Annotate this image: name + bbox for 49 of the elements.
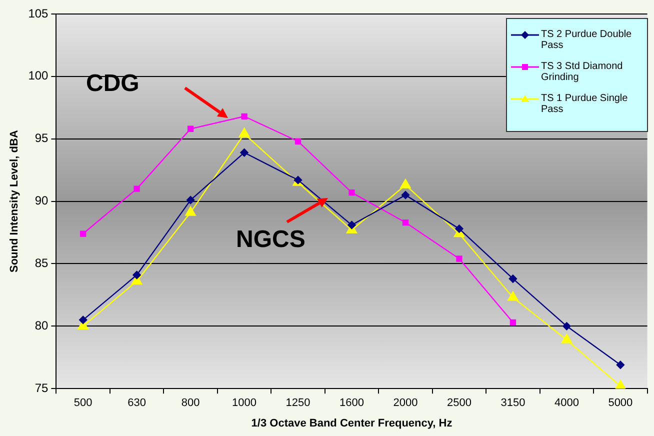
- y-tick-label: 90: [34, 194, 49, 208]
- point: [240, 148, 248, 157]
- x-tick-label: 500: [74, 397, 92, 410]
- x-tick-label: 800: [181, 397, 200, 410]
- x-tick-label: 1600: [340, 397, 364, 410]
- x-tick-label: 5000: [608, 397, 633, 410]
- y-tick-label: 105: [28, 6, 49, 20]
- point: [455, 224, 464, 233]
- y-tick-label: 95: [34, 131, 49, 146]
- x-tick-label: 1000: [232, 397, 257, 410]
- point: [616, 360, 625, 369]
- point: [402, 219, 409, 226]
- point: [401, 190, 410, 200]
- point: [241, 113, 248, 120]
- x-tick-label: 3150: [500, 397, 526, 410]
- x-tick-label: 2500: [446, 397, 472, 410]
- annotation: NGCS: [236, 226, 306, 254]
- point: [348, 189, 355, 196]
- point: [238, 128, 250, 138]
- point: [562, 322, 571, 330]
- point: [615, 380, 626, 389]
- point: [561, 334, 572, 344]
- point: [78, 316, 88, 324]
- x-tick-label: 4000: [554, 397, 579, 410]
- point: [400, 178, 411, 188]
- point: [80, 230, 86, 237]
- point: [187, 126, 194, 132]
- x-tick-label: 2000: [393, 397, 418, 410]
- y-axis-title: Sound Intensity Level, dBA: [8, 130, 21, 273]
- y-tick-label: 75: [34, 380, 49, 395]
- x-axis-title: 1/3 Octave Band Center Frequency, Hz: [251, 417, 453, 430]
- point: [508, 274, 518, 283]
- point: [185, 206, 196, 216]
- x-tick-label: 1250: [286, 397, 310, 410]
- point: [134, 186, 140, 192]
- y-tick-label: 80: [34, 318, 49, 332]
- y-tick-label: 85: [34, 256, 49, 270]
- point: [348, 220, 356, 230]
- point: [132, 270, 141, 280]
- point: [508, 291, 518, 301]
- x-tick-label: 630: [128, 397, 146, 410]
- legend-label: TS 2 Purdue Double Pass: [541, 29, 633, 51]
- point: [186, 196, 195, 204]
- legend-label: TS 3 Std Diamond Grinding: [541, 61, 624, 83]
- point: [294, 138, 302, 144]
- point: [456, 256, 462, 262]
- point: [510, 319, 516, 326]
- y-tick-label: 100: [28, 68, 49, 83]
- legend-label: TS 1 Purdue Single Pass: [541, 93, 629, 115]
